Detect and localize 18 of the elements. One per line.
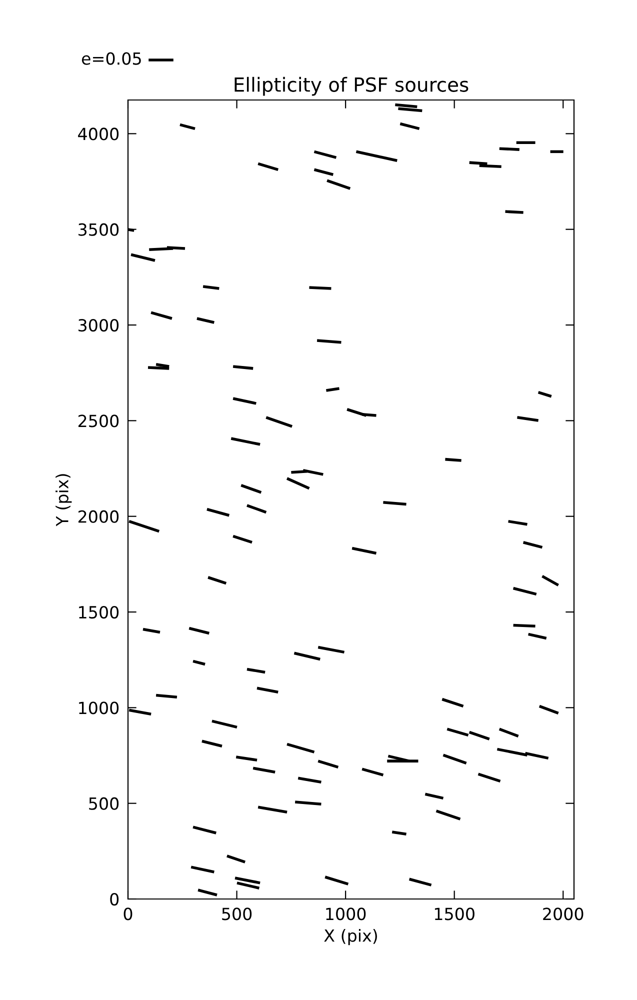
x-tick-label: 1000	[326, 908, 366, 920]
x-tick-label: 0	[124, 908, 132, 920]
x-tick-label: 500	[222, 908, 252, 920]
y-tick-label: 1000	[79, 702, 119, 714]
y-tick-label: 3000	[78, 318, 119, 332]
y-tick-label: 1500	[79, 606, 119, 619]
x-tick-label: 2000	[543, 908, 584, 920]
y-tick-label: 2500	[78, 414, 119, 428]
text: e=0.05	[82, 52, 141, 65]
y-tick-label: 500	[89, 797, 119, 810]
y-axis-title: Y (pix)	[56, 474, 72, 526]
y-tick-label: 3500	[78, 223, 119, 236]
chart-title: Ellipticity of PSF sources	[234, 76, 468, 96]
y-tick-label: 2000	[78, 510, 119, 523]
x-axis-title: X (pix)	[324, 929, 377, 946]
y-tick-label: 0	[110, 892, 119, 906]
y-tick-label: 4000	[78, 128, 119, 140]
x-tick-label: 1500	[434, 908, 474, 920]
